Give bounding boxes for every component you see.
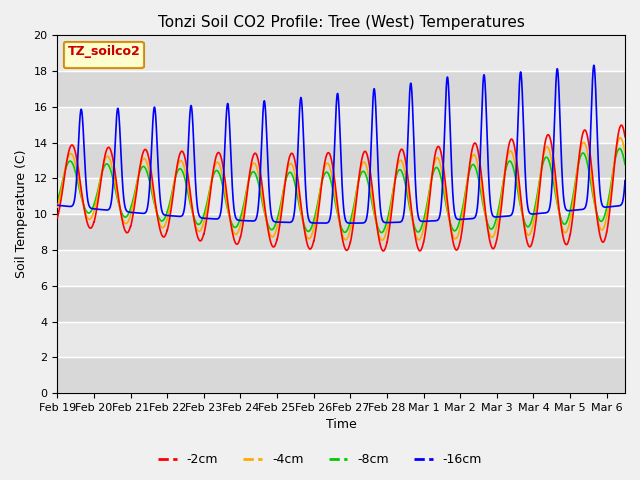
Bar bbox=[58, 286, 625, 322]
Legend: -2cm, -4cm, -8cm, -16cm: -2cm, -4cm, -8cm, -16cm bbox=[153, 448, 487, 471]
Bar bbox=[58, 36, 625, 71]
Title: Tonzi Soil CO2 Profile: Tree (West) Temperatures: Tonzi Soil CO2 Profile: Tree (West) Temp… bbox=[158, 15, 525, 30]
Bar bbox=[58, 250, 625, 286]
Bar bbox=[58, 357, 625, 393]
Bar bbox=[58, 322, 625, 357]
Bar bbox=[58, 107, 625, 143]
Bar bbox=[58, 71, 625, 107]
Legend:  bbox=[63, 42, 144, 68]
X-axis label: Time: Time bbox=[326, 419, 356, 432]
Bar bbox=[58, 179, 625, 214]
Y-axis label: Soil Temperature (C): Soil Temperature (C) bbox=[15, 150, 28, 278]
Bar bbox=[58, 143, 625, 179]
Bar bbox=[58, 214, 625, 250]
